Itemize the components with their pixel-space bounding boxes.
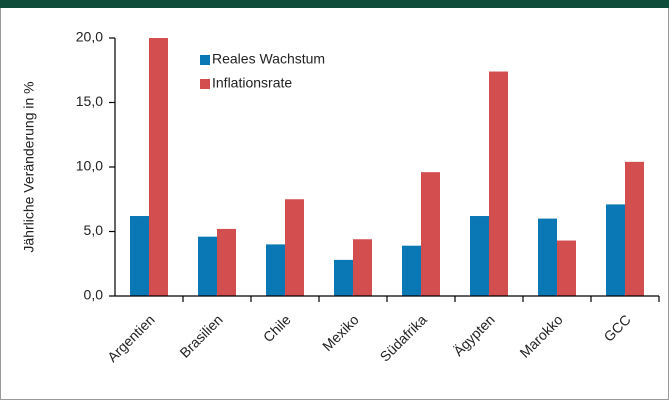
bar bbox=[130, 216, 149, 296]
y-tick-label: 10,0 bbox=[76, 158, 103, 174]
legend-swatch bbox=[200, 55, 210, 65]
bar bbox=[198, 236, 217, 296]
bar bbox=[402, 245, 421, 296]
bar bbox=[625, 161, 644, 296]
legend-swatch bbox=[200, 79, 210, 89]
bar bbox=[334, 259, 353, 296]
y-tick-label: 5,0 bbox=[84, 222, 104, 238]
header-bar bbox=[0, 0, 669, 8]
bar bbox=[353, 239, 372, 296]
bar bbox=[266, 244, 285, 296]
bar bbox=[149, 38, 168, 296]
bar bbox=[557, 240, 576, 296]
legend-label: Inflationsrate bbox=[212, 75, 292, 91]
legend-label: Reales Wachstum bbox=[212, 51, 325, 67]
bar bbox=[217, 228, 236, 296]
y-axis-label: Jährliche Veränderung in % bbox=[21, 81, 37, 252]
y-tick-label: 0,0 bbox=[84, 287, 104, 303]
bar bbox=[285, 199, 304, 296]
y-tick-label: 15,0 bbox=[76, 93, 103, 109]
bar bbox=[489, 71, 508, 296]
bar bbox=[421, 172, 440, 296]
bar bbox=[538, 218, 557, 296]
y-tick-label: 20,0 bbox=[76, 29, 103, 45]
bar bbox=[606, 204, 625, 296]
bar bbox=[470, 216, 489, 296]
